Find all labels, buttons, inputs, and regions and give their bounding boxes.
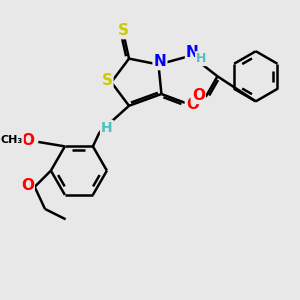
Text: O: O: [186, 97, 199, 112]
Text: H: H: [196, 52, 206, 65]
Text: N: N: [186, 45, 199, 60]
Text: S: S: [101, 73, 112, 88]
Text: S: S: [118, 23, 129, 38]
Text: CH₃: CH₃: [1, 136, 23, 146]
Text: O: O: [192, 88, 205, 103]
Text: N: N: [154, 54, 166, 69]
Text: O: O: [22, 133, 34, 148]
Text: O: O: [21, 178, 34, 193]
Text: H: H: [101, 121, 113, 135]
